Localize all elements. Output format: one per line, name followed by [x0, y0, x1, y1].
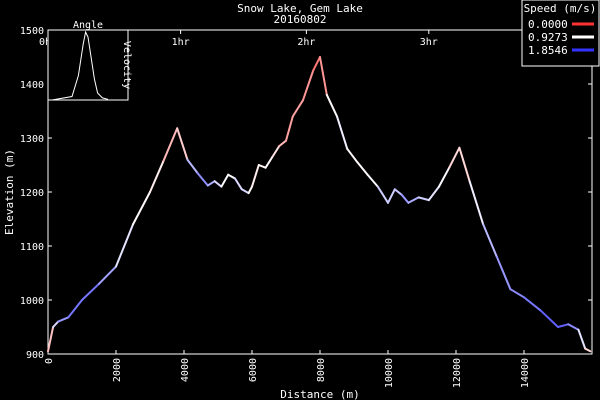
- track-segment: [278, 139, 287, 148]
- y-axis-label: Elevation (m): [3, 149, 16, 235]
- legend-entry-label: 0.0000: [528, 18, 568, 31]
- track-segment: [312, 56, 321, 72]
- x-tick-label: 12000: [452, 358, 463, 388]
- y-axis: 900 1000 1100 1200 1300 1400 1500: [20, 26, 592, 361]
- track-segment: [257, 164, 267, 169]
- track-segment: [115, 223, 134, 268]
- track-segment: [271, 145, 281, 158]
- time-tick-label: 1hr: [172, 37, 190, 48]
- track-segment: [346, 147, 359, 164]
- track-segment: [251, 164, 260, 188]
- inset-ylabel: Velocity: [121, 41, 132, 89]
- y-tick-label: 900: [26, 350, 44, 361]
- track-segment: [448, 146, 461, 169]
- y-tick-label: 1300: [20, 134, 44, 145]
- track-segment: [149, 159, 165, 193]
- inset-frame: [47, 29, 129, 101]
- legend-frame: [521, 0, 600, 67]
- track-segment: [482, 223, 498, 258]
- track-segment: [213, 180, 223, 188]
- track-segment: [523, 296, 542, 312]
- track-segment: [577, 328, 587, 350]
- track-segment: [319, 56, 328, 96]
- track-segment: [186, 158, 199, 175]
- track-segment: [176, 127, 189, 161]
- track-segment: [247, 185, 253, 195]
- track-segment: [264, 155, 274, 169]
- track-segment: [234, 177, 243, 191]
- track-segment: [302, 69, 315, 102]
- track-segment: [468, 180, 485, 226]
- track-segment: [495, 255, 512, 291]
- chart-title: Snow Lake, Gem Lake: [237, 2, 363, 15]
- track-segment: [240, 188, 250, 195]
- chart-subtitle: 20160802: [274, 13, 327, 26]
- track-segment: [567, 323, 580, 331]
- track-segment: [387, 188, 396, 204]
- legend-title: Speed (m/s): [524, 2, 597, 15]
- x-tick-label: 14000: [520, 358, 531, 388]
- y-tick-label: 1400: [20, 80, 44, 91]
- x-tick-label: 6000: [248, 358, 259, 382]
- track-segment: [336, 115, 349, 150]
- track-segment: [458, 146, 471, 183]
- track-segment: [417, 196, 430, 202]
- y-tick-label: 1100: [20, 242, 44, 253]
- track-segment: [285, 115, 294, 142]
- inset-title: Angle: [73, 20, 103, 31]
- track-segment: [47, 326, 55, 353]
- x-axis: 0 2000 4000 6000 8000 10000 12000 14000: [44, 350, 531, 388]
- track-segment: [206, 180, 216, 187]
- angle-inset: Angle Velocity: [47, 20, 132, 101]
- x-tick-label: 8000: [316, 358, 327, 382]
- track-segment: [393, 188, 403, 196]
- y-tick-label: 1500: [20, 26, 44, 37]
- y-tick-label: 1200: [20, 188, 44, 199]
- track-segment: [291, 99, 304, 118]
- track-segment: [438, 166, 451, 188]
- track-segment: [557, 323, 570, 328]
- y-tick-label: 1000: [20, 296, 44, 307]
- track-segment: [509, 288, 525, 299]
- track-segment: [407, 196, 420, 204]
- track-segment: [227, 173, 236, 180]
- time-tick-label: 2hr: [297, 37, 315, 48]
- track-segment: [220, 173, 230, 188]
- legend-entry-label: 1.8546: [528, 44, 568, 57]
- x-tick-label: 0: [44, 358, 55, 364]
- track-segment: [52, 320, 60, 328]
- track-segment: [376, 185, 389, 204]
- track-segment: [57, 316, 70, 323]
- track-segment: [67, 299, 83, 319]
- track-segment: [132, 191, 151, 226]
- time-tick-label: 3hr: [420, 37, 438, 48]
- inset-curve: [51, 30, 109, 101]
- track-segment: [162, 127, 179, 162]
- track-segment: [366, 173, 379, 188]
- track-segment: [356, 161, 369, 176]
- track-segment: [98, 265, 117, 285]
- track-segment: [427, 185, 440, 202]
- track-segment: [540, 309, 559, 328]
- elevation-track: [47, 56, 592, 353]
- track-segment: [81, 282, 100, 301]
- x-tick-label: 4000: [180, 358, 191, 382]
- track-segment: [325, 93, 338, 118]
- x-axis-label: Distance (m): [280, 388, 359, 400]
- track-segment: [584, 347, 592, 353]
- track-segment: [400, 193, 410, 204]
- track-segment: [196, 172, 209, 187]
- x-tick-label: 2000: [112, 358, 123, 382]
- legend-entry-label: 0.9273: [528, 31, 568, 44]
- x-tick-label: 10000: [384, 358, 395, 388]
